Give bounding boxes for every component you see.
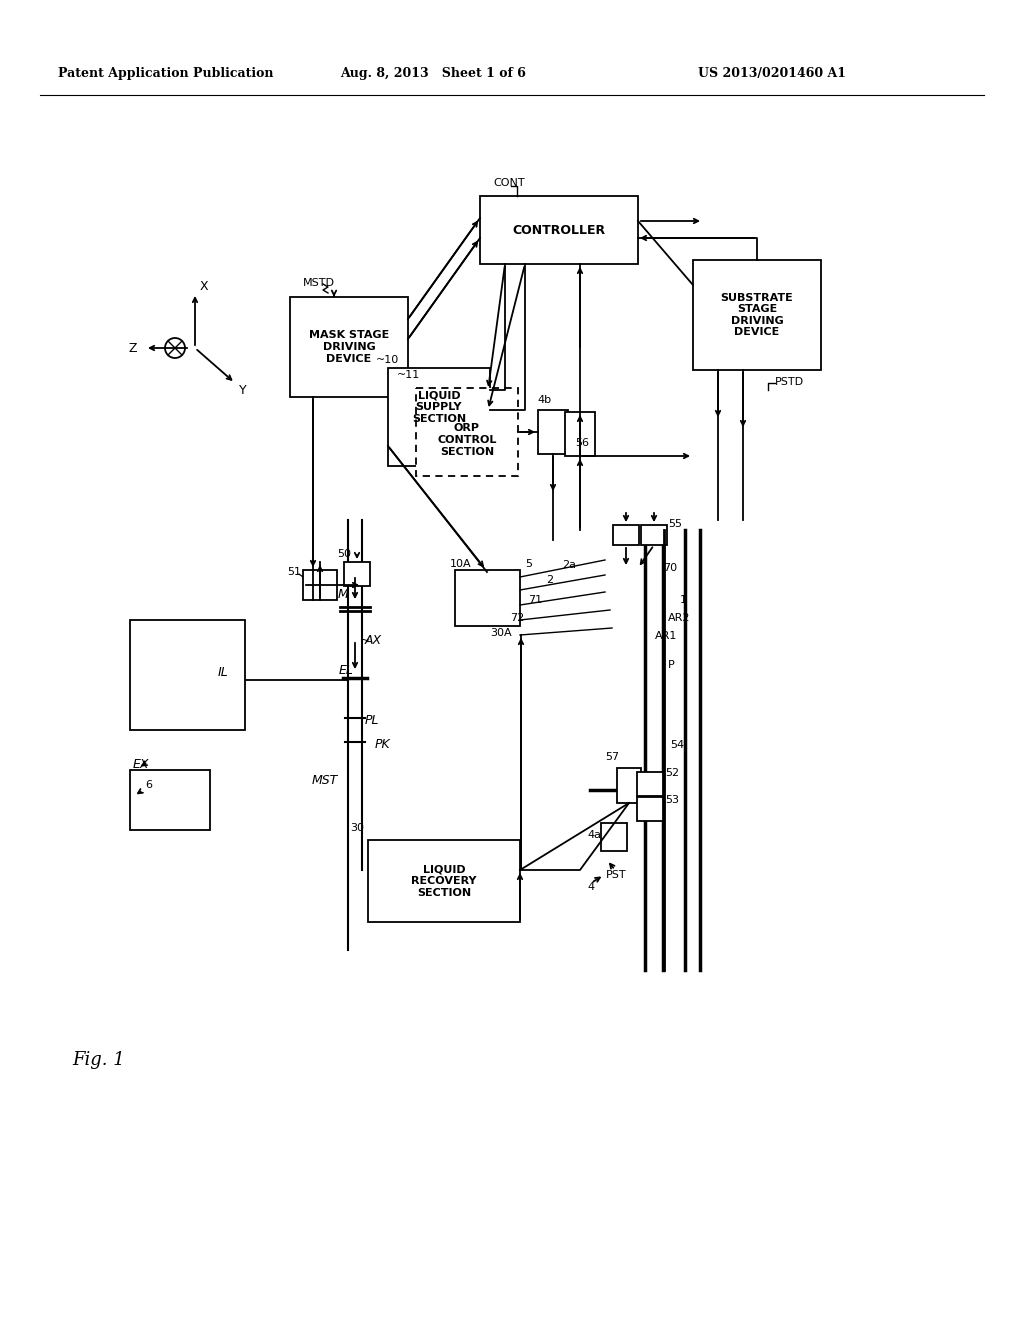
Text: X: X: [200, 280, 209, 293]
Text: LIQUID
SUPPLY
SECTION: LIQUID SUPPLY SECTION: [412, 391, 466, 424]
Bar: [480, 195, 638, 264]
Bar: [303, 570, 337, 601]
Bar: [416, 388, 518, 477]
Text: MASK STAGE
DRIVING
DEVICE: MASK STAGE DRIVING DEVICE: [309, 330, 389, 363]
Bar: [538, 411, 568, 454]
Text: AR2: AR2: [668, 612, 690, 623]
Text: IL: IL: [218, 665, 228, 678]
Text: ~: ~: [360, 634, 371, 647]
Text: 2: 2: [546, 576, 553, 585]
Text: 50: 50: [337, 549, 351, 558]
Text: PL: PL: [365, 714, 380, 726]
Text: 51: 51: [287, 568, 301, 577]
Text: PST: PST: [606, 870, 627, 880]
Text: 52: 52: [665, 768, 679, 777]
Text: AX: AX: [365, 634, 382, 647]
Bar: [637, 772, 663, 796]
Bar: [130, 620, 245, 730]
Bar: [344, 562, 370, 586]
Text: 56: 56: [575, 438, 589, 447]
Bar: [565, 412, 595, 455]
Text: US 2013/0201460 A1: US 2013/0201460 A1: [698, 66, 846, 79]
Text: 55: 55: [668, 519, 682, 529]
Text: ~10: ~10: [376, 355, 399, 366]
Text: AR1: AR1: [655, 631, 677, 642]
Text: Fig. 1: Fig. 1: [72, 1051, 125, 1069]
Text: 5: 5: [525, 558, 532, 569]
Bar: [613, 525, 639, 545]
Text: EX: EX: [133, 758, 150, 771]
Text: ORP
CONTROL
SECTION: ORP CONTROL SECTION: [437, 424, 497, 457]
Text: PK: PK: [375, 738, 391, 751]
Text: 72: 72: [510, 612, 524, 623]
Text: MST: MST: [312, 774, 338, 787]
Text: 30: 30: [350, 822, 364, 833]
Text: 6: 6: [145, 780, 152, 789]
Bar: [601, 822, 627, 851]
Text: 57: 57: [605, 752, 620, 762]
Text: 30A: 30A: [490, 628, 512, 638]
Bar: [290, 297, 408, 397]
Text: Patent Application Publication: Patent Application Publication: [58, 66, 273, 79]
Text: M: M: [338, 589, 349, 602]
Bar: [637, 797, 663, 821]
Text: EL: EL: [339, 664, 354, 676]
Text: ~11: ~11: [397, 370, 420, 380]
Text: 4a: 4a: [587, 830, 601, 840]
Text: 53: 53: [665, 795, 679, 805]
Text: 70: 70: [663, 564, 677, 573]
Bar: [617, 768, 641, 803]
Text: 10A: 10A: [450, 558, 472, 569]
Text: MSTD: MSTD: [303, 279, 335, 288]
Text: Aug. 8, 2013   Sheet 1 of 6: Aug. 8, 2013 Sheet 1 of 6: [340, 66, 526, 79]
Text: Y: Y: [239, 384, 247, 396]
Text: 71: 71: [528, 595, 542, 605]
Bar: [641, 525, 667, 545]
Text: Z: Z: [128, 342, 137, 355]
Text: 1: 1: [680, 595, 687, 605]
Text: PSTD: PSTD: [775, 378, 804, 387]
Text: P: P: [668, 660, 675, 671]
Bar: [368, 840, 520, 921]
Bar: [693, 260, 821, 370]
Text: 2a: 2a: [562, 560, 575, 570]
Bar: [388, 368, 490, 466]
Text: LIQUID
RECOVERY
SECTION: LIQUID RECOVERY SECTION: [412, 865, 477, 898]
Bar: [130, 770, 210, 830]
Text: 4b: 4b: [537, 395, 551, 405]
Text: 54: 54: [670, 741, 684, 750]
Bar: [455, 570, 520, 626]
Text: 4: 4: [587, 882, 594, 892]
Text: CONT: CONT: [493, 178, 524, 187]
Text: CONTROLLER: CONTROLLER: [512, 223, 605, 236]
Text: SUBSTRATE
STAGE
DRIVING
DEVICE: SUBSTRATE STAGE DRIVING DEVICE: [721, 293, 794, 338]
